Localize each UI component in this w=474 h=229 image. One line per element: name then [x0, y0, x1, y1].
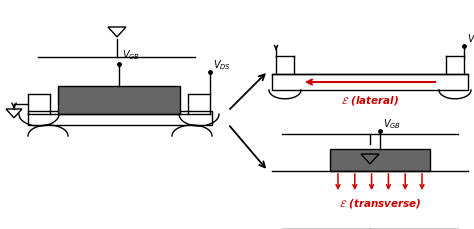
Text: $V_{DS}$: $V_{DS}$ — [467, 32, 474, 46]
Text: $V_{GB}$: $V_{GB}$ — [122, 48, 140, 62]
Text: $\mathcal{E}$ (lateral): $\mathcal{E}$ (lateral) — [341, 94, 399, 107]
Bar — [28, 111, 212, 125]
Bar — [58, 86, 180, 114]
Text: $V_{DS}$: $V_{DS}$ — [213, 58, 231, 72]
Text: $\mathcal{E}$ (transverse): $\mathcal{E}$ (transverse) — [339, 197, 421, 210]
Text: $V_{GB}$: $V_{GB}$ — [383, 117, 401, 131]
Bar — [330, 149, 430, 171]
Bar — [272, 74, 468, 90]
